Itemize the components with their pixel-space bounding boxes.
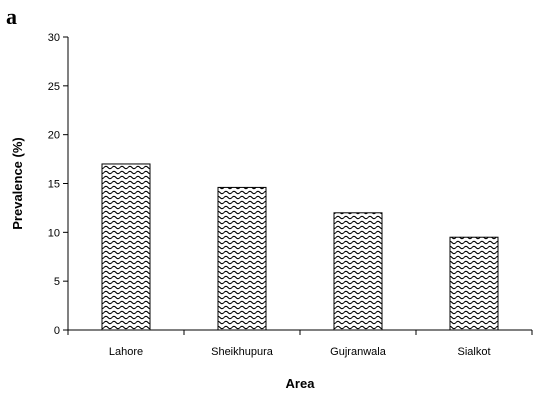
x-tick-label: Sheikhupura <box>211 346 274 358</box>
y-axis-title: Prevalence (%) <box>10 137 25 230</box>
y-tick-label: 15 <box>48 179 60 191</box>
y-tick-label: 25 <box>48 81 60 93</box>
bar-sialkot <box>449 236 499 331</box>
bar-sheikhupura <box>217 186 267 331</box>
y-tick-label: 30 <box>48 32 60 44</box>
bar-lahore <box>101 163 151 331</box>
x-axis-title: Area <box>286 376 316 391</box>
x-axis-ticks: Lahore Sheikhupura Gujranwala Sialkot <box>67 330 533 358</box>
x-tick-label: Sialkot <box>457 346 490 358</box>
panel-label: a <box>6 4 17 29</box>
bar-gujranwala <box>333 212 383 331</box>
y-tick-label: 5 <box>54 276 60 288</box>
y-tick-label: 0 <box>54 325 60 337</box>
bars-group <box>101 163 499 331</box>
y-tick-label: 20 <box>48 130 60 142</box>
y-tick-label: 10 <box>48 227 60 239</box>
x-tick-label: Lahore <box>109 346 143 358</box>
y-axis-ticks: 0 5 10 15 20 25 30 <box>48 32 68 337</box>
x-tick-label: Gujranwala <box>330 346 387 358</box>
